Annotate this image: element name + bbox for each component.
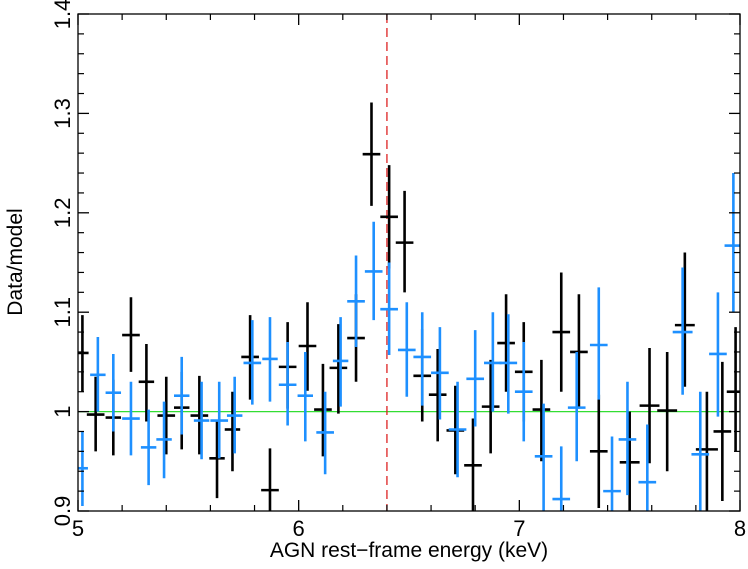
data-point-black-33 [639, 347, 660, 464]
data-point-blue-27 [514, 342, 533, 442]
data-point-blue-13 [278, 342, 297, 426]
x-tick-label: 7 [513, 516, 525, 541]
data-point-blue-10 [226, 376, 243, 454]
data-point-black-4 [122, 297, 140, 372]
axis-ticks: 5 6 7 8 0.9 1 1.1 1.2 1.3 1.4 [50, 0, 746, 541]
data-point-black-31 [589, 394, 608, 509]
data-point-blue-26 [499, 314, 518, 414]
data-point-blue-1 [78, 431, 88, 507]
data-point-black-5 [138, 344, 155, 422]
data-point-blue-33 [618, 381, 637, 496]
data-point-black-2 [86, 376, 105, 452]
data-point-blue-5 [140, 409, 157, 486]
data-point-black-20 [395, 190, 414, 293]
series-blue [78, 173, 740, 511]
data-point-black-1 [78, 315, 89, 392]
y-tick-label: 0.9 [50, 496, 75, 527]
data-point-blue-9 [210, 381, 229, 459]
data-point-blue-35 [672, 267, 693, 395]
data-point-black-35 [674, 252, 695, 387]
y-tick-label: 1.4 [50, 0, 75, 29]
data-point-blue-38 [724, 173, 740, 313]
data-point-blue-16 [332, 317, 349, 407]
data-point-black-11 [241, 315, 259, 400]
data-point-blue-4 [122, 381, 140, 456]
data-point-black-15 [314, 363, 332, 457]
data-point-blue-12 [262, 317, 278, 402]
data-point-black-24 [464, 418, 482, 511]
data-point-blue-37 [709, 292, 727, 417]
data-point-black-19 [380, 165, 398, 269]
data-point-blue-8 [193, 381, 210, 460]
data-point-black-6 [157, 376, 176, 455]
plot-frame [77, 13, 741, 512]
data-point-black-30 [570, 294, 588, 409]
x-tick-label: 8 [734, 516, 746, 541]
data-point-blue-7 [173, 356, 190, 435]
data-point-black-16 [329, 324, 348, 414]
y-tick-label: 1.1 [50, 297, 75, 328]
data-point-black-25 [481, 359, 500, 454]
x-tick-label: 5 [72, 516, 84, 541]
data-point-blue-11 [243, 320, 262, 405]
data-point-black-10 [224, 391, 241, 472]
data-point-blue-15 [316, 391, 334, 475]
y-tick-label: 1.3 [50, 98, 75, 129]
data-point-blue-18 [364, 221, 383, 321]
data-point-black-34 [657, 351, 678, 472]
data-point-blue-28 [534, 403, 553, 511]
data-point-blue-30 [567, 351, 586, 462]
data-point-blue-36 [691, 391, 710, 511]
data-point-blue-17 [347, 255, 365, 347]
data-point-black-26 [497, 294, 515, 392]
x-axis-label: AGN rest−frame energy (keV) [270, 539, 548, 562]
data-point-blue-24 [466, 330, 485, 427]
data-point-black-32 [619, 411, 640, 511]
data-point-blue-22 [431, 327, 449, 420]
x-tick-label: 6 [293, 516, 305, 541]
data-point-black-12 [261, 448, 279, 511]
plot-area [78, 14, 740, 511]
data-point-black-37 [713, 361, 732, 502]
y-tick-label: 1.2 [50, 198, 75, 229]
data-point-black-29 [552, 272, 571, 392]
data-point-blue-23 [448, 381, 467, 478]
data-point-black-18 [362, 102, 381, 206]
data-point-black-8 [190, 375, 209, 455]
data-point-blue-32 [603, 436, 621, 511]
data-point-blue-20 [397, 302, 416, 397]
data-point-blue-3 [105, 353, 122, 432]
data-point-blue-31 [589, 287, 608, 400]
data-point-black-22 [428, 348, 447, 442]
y-tick-label: 1 [50, 405, 75, 417]
data-point-blue-19 [380, 262, 398, 355]
data-point-black-28 [532, 359, 551, 462]
data-point-blue-29 [552, 446, 571, 511]
data-point-blue-2 [90, 337, 106, 412]
data-series [78, 102, 740, 511]
y-axis-label: Data/model [4, 208, 27, 315]
data-point-blue-34 [638, 424, 657, 511]
data-point-blue-25 [484, 312, 502, 412]
data-point-blue-21 [413, 312, 432, 406]
data-point-blue-14 [297, 351, 314, 442]
data-point-black-9 [209, 419, 225, 499]
data-point-blue-6 [156, 401, 172, 479]
data-point-black-14 [298, 302, 317, 391]
